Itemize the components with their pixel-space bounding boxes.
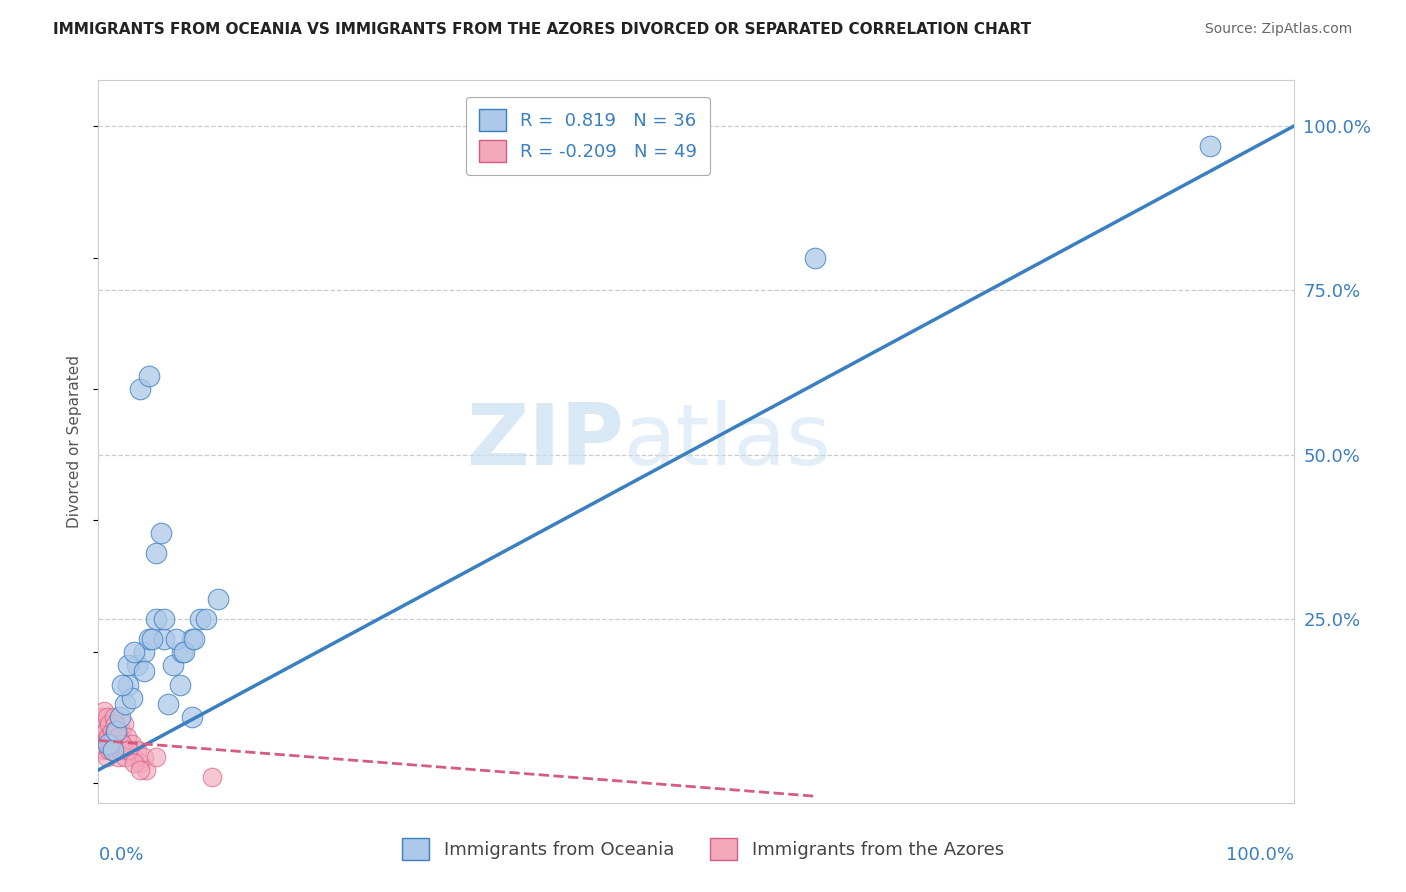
Legend: Immigrants from Oceania, Immigrants from the Azores: Immigrants from Oceania, Immigrants from… [395, 830, 1011, 867]
Legend: R =  0.819   N = 36, R = -0.209   N = 49: R = 0.819 N = 36, R = -0.209 N = 49 [465, 96, 710, 175]
Point [115, 730, 138, 744]
Point [98, 717, 122, 731]
Point [114, 749, 136, 764]
Point [107, 730, 129, 744]
Point [145, 612, 167, 626]
Point [125, 743, 148, 757]
Point [91, 710, 114, 724]
Point [138, 632, 160, 646]
Point [108, 743, 131, 757]
Point [101, 730, 124, 744]
Point [107, 749, 129, 764]
Point [180, 632, 202, 646]
Point [1199, 139, 1222, 153]
Point [94, 723, 117, 738]
Point [114, 743, 136, 757]
Point [107, 730, 129, 744]
Text: 100.0%: 100.0% [1226, 847, 1294, 864]
Point [804, 251, 827, 265]
Point [129, 756, 152, 771]
Point [96, 710, 118, 724]
Point [117, 743, 139, 757]
Point [101, 743, 124, 757]
Point [129, 763, 152, 777]
Point [111, 737, 134, 751]
Point [105, 723, 128, 738]
Point [125, 657, 148, 672]
Point [111, 737, 134, 751]
Point [132, 645, 155, 659]
Point [129, 382, 152, 396]
Point [180, 710, 202, 724]
Point [121, 690, 143, 705]
Text: atlas: atlas [624, 400, 832, 483]
Point [201, 770, 224, 784]
Point [169, 677, 191, 691]
Point [195, 612, 218, 626]
Point [97, 730, 120, 744]
Point [108, 710, 131, 724]
Point [112, 717, 135, 731]
Point [98, 743, 121, 757]
Point [165, 632, 187, 646]
Point [145, 749, 167, 764]
Point [173, 645, 195, 659]
Point [132, 665, 155, 679]
Point [91, 737, 114, 751]
Point [153, 632, 176, 646]
Point [121, 737, 143, 751]
Point [124, 756, 146, 771]
Point [100, 723, 122, 738]
Text: 0.0%: 0.0% [98, 847, 143, 864]
Y-axis label: Divorced or Separated: Divorced or Separated [67, 355, 83, 528]
Point [153, 612, 176, 626]
Point [97, 737, 120, 751]
Point [110, 723, 132, 738]
Point [149, 526, 172, 541]
Point [172, 645, 194, 659]
Point [145, 546, 167, 560]
Point [101, 730, 124, 744]
Point [91, 717, 114, 731]
Point [96, 749, 118, 764]
Text: IMMIGRANTS FROM OCEANIA VS IMMIGRANTS FROM THE AZORES DIVORCED OR SEPARATED CORR: IMMIGRANTS FROM OCEANIA VS IMMIGRANTS FR… [53, 22, 1032, 37]
Point [162, 657, 184, 672]
Point [104, 717, 127, 731]
Text: ZIP: ZIP [467, 400, 624, 483]
Point [132, 749, 155, 764]
Text: Source: ZipAtlas.com: Source: ZipAtlas.com [1205, 22, 1353, 37]
Point [138, 368, 160, 383]
Point [98, 737, 122, 751]
Point [105, 737, 128, 751]
Point [93, 704, 115, 718]
Point [118, 743, 141, 757]
Point [104, 723, 127, 738]
Point [117, 657, 139, 672]
Point [93, 743, 115, 757]
Point [108, 743, 131, 757]
Point [141, 632, 163, 646]
Point [98, 717, 121, 731]
Point [103, 743, 125, 757]
Point [94, 723, 117, 738]
Point [117, 677, 139, 691]
Point [183, 632, 205, 646]
Point [207, 592, 229, 607]
Point [156, 698, 179, 712]
Point [114, 698, 136, 712]
Point [105, 723, 128, 738]
Point [124, 645, 146, 659]
Point [111, 677, 134, 691]
Point [124, 749, 146, 764]
Point [188, 612, 211, 626]
Point [135, 763, 157, 777]
Point [97, 730, 120, 744]
Point [100, 737, 122, 751]
Point [103, 710, 125, 724]
